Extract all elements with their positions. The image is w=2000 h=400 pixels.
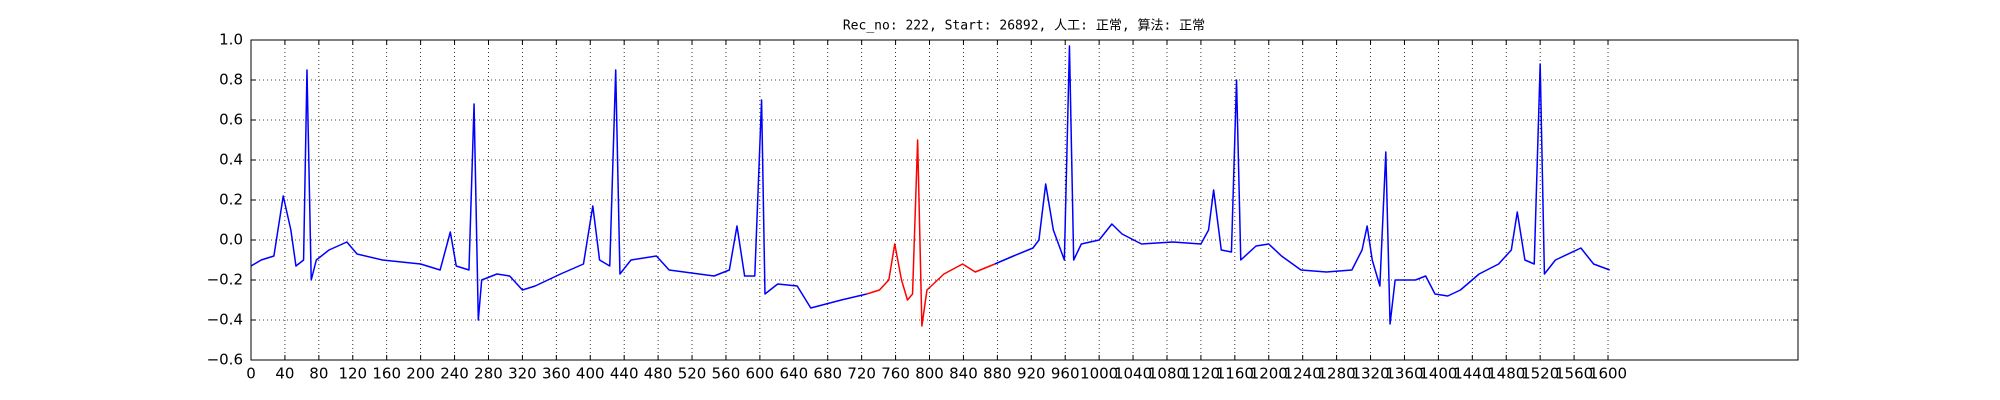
x-tick-label: 440 (610, 365, 639, 383)
y-tick-label: −0.2 (207, 271, 243, 289)
x-tick-label: 720 (847, 365, 876, 383)
x-tick-label: 0 (246, 365, 256, 383)
y-tick-label: 1.0 (219, 31, 243, 49)
x-tick-label: 1440 (1453, 365, 1491, 383)
x-tick-label: 240 (440, 365, 469, 383)
axes-frame (250, 39, 1799, 361)
x-tick-label: 640 (779, 365, 808, 383)
x-tick-label: 1200 (1250, 365, 1288, 383)
x-tick-label: 520 (678, 365, 707, 383)
x-tick-label: 800 (915, 365, 944, 383)
x-tick-label: 200 (406, 365, 435, 383)
x-tick-label: 1040 (1114, 365, 1152, 383)
x-tick-label: 680 (813, 365, 842, 383)
chart-title: Rec_no: 222, Start: 26892, 人工: 正常, 算法: 正… (843, 19, 1205, 34)
x-tick-label: 360 (542, 365, 571, 383)
x-tick-label: 1520 (1521, 365, 1559, 383)
y-tick-label: 0.0 (219, 231, 243, 249)
x-tick-label: 1160 (1216, 365, 1254, 383)
x-tick-label: 1320 (1351, 365, 1389, 383)
x-tick-label: 400 (576, 365, 605, 383)
x-tick-label: 1480 (1487, 365, 1525, 383)
y-tick-label: 0.8 (219, 71, 243, 89)
x-tick-label: 1360 (1385, 365, 1423, 383)
x-tick-label: 1080 (1148, 365, 1186, 383)
x-tick-label: 160 (372, 365, 401, 383)
x-tick-label: 1000 (1080, 365, 1118, 383)
y-tick-label: −0.4 (207, 311, 243, 329)
y-tick-label: 0.4 (219, 151, 243, 169)
x-tick-label: 1600 (1589, 365, 1627, 383)
x-tick-label: 40 (275, 365, 294, 383)
x-tick-label: 840 (949, 365, 978, 383)
x-tick-label: 600 (746, 365, 775, 383)
y-tick-label: 0.2 (219, 191, 243, 209)
x-tick-label: 760 (881, 365, 910, 383)
ecg-line (866, 139, 996, 327)
x-tick-label: 960 (1051, 365, 1080, 383)
x-tick-label: 120 (338, 365, 367, 383)
ecg-line (250, 45, 1610, 325)
x-tick-label: 1400 (1419, 365, 1457, 383)
x-tick-label: 880 (983, 365, 1012, 383)
x-tick-label: 480 (644, 365, 673, 383)
y-tick-label: −0.6 (207, 351, 243, 369)
x-tick-label: 1560 (1555, 365, 1593, 383)
y-tick-label: 0.6 (219, 111, 243, 129)
x-tick-label: 320 (508, 365, 537, 383)
x-tick-label: 1240 (1284, 365, 1322, 383)
x-tick-label: 920 (1017, 365, 1046, 383)
x-tick-label: 280 (474, 365, 503, 383)
x-tick-label: 560 (712, 365, 741, 383)
x-tick-label: 1280 (1318, 365, 1356, 383)
x-tick-label: 1120 (1182, 365, 1220, 383)
x-tick-label: 80 (309, 365, 328, 383)
